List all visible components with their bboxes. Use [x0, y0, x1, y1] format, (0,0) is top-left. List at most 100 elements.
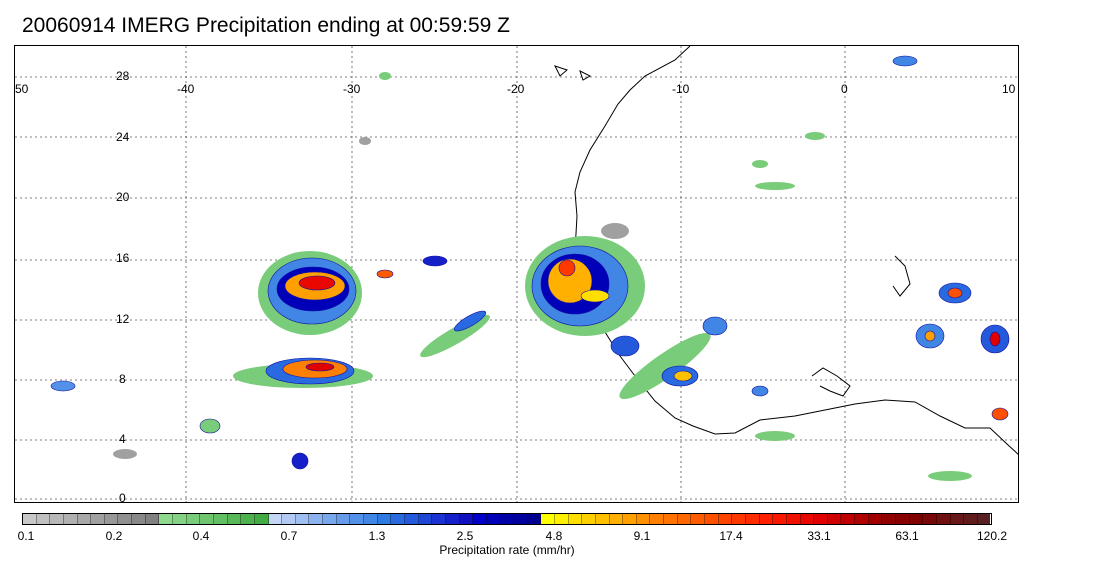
colorbar-swatch: [896, 514, 910, 524]
colorbar-swatch: [936, 514, 951, 524]
colorbar-swatch: [364, 514, 378, 524]
colorbar-swatch: [786, 514, 801, 524]
lon-label: -10: [672, 82, 690, 96]
colorbar-swatch: [691, 514, 706, 524]
colorbar-swatch: [445, 514, 460, 524]
colorbar-swatch: [213, 514, 228, 524]
colorbar-swatch: [173, 514, 187, 524]
lon-label: 0: [841, 82, 848, 96]
rain-cell: [805, 132, 825, 140]
colorbar-swatch: [50, 514, 64, 524]
rain-cell: [924, 330, 936, 342]
precipitation-field: [50, 55, 1010, 481]
colorbar-swatch: [200, 514, 214, 524]
colorbar-swatch: [377, 514, 392, 524]
rain-cell: [989, 331, 1001, 347]
colorbar-swatch: [568, 514, 583, 524]
colorbar-swatch: [623, 514, 637, 524]
rain-cell: [580, 289, 610, 303]
colorbar-swatch: [964, 514, 978, 524]
colorbar-swatch: [664, 514, 678, 524]
colorbar-swatch: [650, 514, 665, 524]
colorbar-swatch: [923, 514, 937, 524]
graticule: [15, 46, 1018, 502]
colorbar-swatch: [909, 514, 924, 524]
colorbar-swatch: [527, 514, 542, 524]
lat-label: 4: [119, 432, 126, 446]
colorbar-swatch: [718, 514, 733, 524]
rain-cell: [619, 332, 711, 400]
colorbar-swatch: [391, 514, 405, 524]
lon-label: -20: [507, 82, 525, 96]
rain-cell: [673, 370, 693, 382]
colorbar-tick-label: 120.2: [976, 529, 1008, 543]
rain-cell: [379, 72, 391, 80]
rain-cell: [376, 269, 394, 279]
colorbar-tick-label: 0.2: [105, 529, 123, 543]
colorbar-swatch: [432, 514, 446, 524]
canary-islands-outline: [554, 65, 592, 81]
colorbar-swatch: [950, 514, 965, 524]
colorbar-swatch: [773, 514, 787, 524]
lat-label: 0: [119, 491, 126, 503]
lake-outline: [892, 255, 911, 297]
colorbar-swatch: [732, 514, 746, 524]
rain-cell: [752, 160, 768, 168]
colorbar-swatch: [77, 514, 92, 524]
colorbar-tick-label: 33.1: [807, 529, 831, 543]
rain-cell: [305, 362, 335, 372]
colorbar-swatch: [541, 514, 555, 524]
colorbar-swatch: [323, 514, 337, 524]
lat-label: 28: [116, 69, 130, 83]
colorbar-swatch: [814, 514, 828, 524]
rain-cell: [453, 310, 487, 332]
colorbar-tick-label: 1.3: [368, 529, 386, 543]
colorbar-swatch: [800, 514, 815, 524]
colorbar-swatch: [705, 514, 719, 524]
map-title: 20060914 IMERG Precipitation ending at 0…: [22, 14, 510, 37]
rain-cell: [755, 431, 795, 441]
colorbar-swatch: [636, 514, 651, 524]
colorbar-swatch: [91, 514, 105, 524]
rain-cell: [751, 385, 769, 397]
map-canvas: [15, 46, 1018, 502]
colorbar-swatch: [514, 514, 528, 524]
rain-cell: [50, 380, 76, 392]
colorbar-title: Precipitation rate (mm/hr): [439, 543, 575, 557]
rain-cell: [113, 449, 137, 459]
rain-cell: [755, 182, 795, 190]
colorbar-swatch: [500, 514, 515, 524]
colorbar-swatch: [486, 514, 501, 524]
rain-cell: [928, 471, 972, 481]
precipitation-map: -50 -40 -30 -20 -10 0 10 28 24 20 16 12 …: [14, 45, 1019, 503]
rain-cell: [199, 418, 221, 434]
colorbar-swatch: [977, 514, 991, 524]
colorbar-tick-label: 9.1: [633, 529, 651, 543]
lat-label: 20: [116, 190, 130, 204]
precipitation-colorbar: [22, 513, 992, 525]
rain-cell: [610, 335, 640, 357]
colorbar-swatch: [145, 514, 160, 524]
colorbar-swatch: [186, 514, 201, 524]
rain-cell: [991, 407, 1009, 421]
colorbar-swatch: [350, 514, 365, 524]
colorbar-swatch: [677, 514, 692, 524]
river-outline: [811, 367, 851, 397]
colorbar-swatch: [459, 514, 474, 524]
colorbar-swatch: [23, 514, 37, 524]
colorbar-tick-label: 4.8: [545, 529, 563, 543]
rain-cell: [892, 55, 918, 67]
colorbar-swatch: [745, 514, 760, 524]
colorbar-tick-label: 0.4: [192, 529, 210, 543]
colorbar-swatch: [609, 514, 624, 524]
colorbar-swatch: [582, 514, 596, 524]
colorbar-swatch: [595, 514, 610, 524]
colorbar-swatch: [418, 514, 433, 524]
rain-cell: [298, 275, 336, 291]
lon-label: -40: [177, 82, 195, 96]
colorbar-swatch: [268, 514, 283, 524]
colorbar-swatch: [295, 514, 310, 524]
colorbar-swatch: [132, 514, 146, 524]
rain-cell: [558, 259, 576, 277]
lat-label: 16: [116, 251, 130, 265]
